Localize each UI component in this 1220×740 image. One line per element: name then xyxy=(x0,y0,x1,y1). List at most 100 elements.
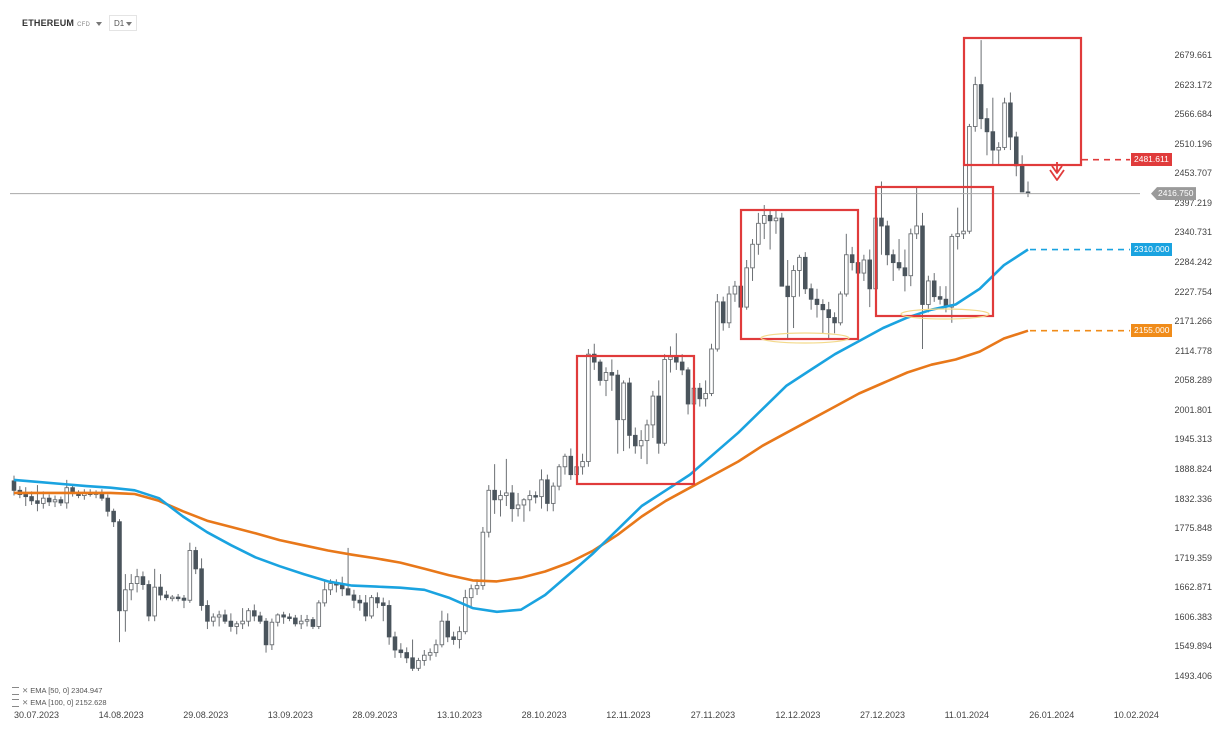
price-axis-label: 1606.383 xyxy=(1174,611,1212,622)
candle-bearish xyxy=(146,584,152,617)
candle-bearish xyxy=(398,649,404,654)
candle-bullish xyxy=(416,660,421,669)
candle-bullish xyxy=(797,256,802,271)
close-icon[interactable]: ✕ xyxy=(22,698,29,707)
price-axis-label: 1945.313 xyxy=(1174,434,1212,445)
candle-bearish xyxy=(679,361,685,371)
legend-ema100[interactable]: ✕ EMA [100, 0] 2152.628 xyxy=(12,698,107,708)
time-axis-label: 12.12.2023 xyxy=(775,710,821,720)
candle-bullish xyxy=(844,254,849,295)
arrow-down-icon xyxy=(1049,162,1065,181)
candle-bullish xyxy=(316,602,322,627)
price-axis-label: 2340.731 xyxy=(1174,227,1212,238)
settings-icon[interactable] xyxy=(12,699,19,708)
candle-bearish xyxy=(175,596,181,600)
candle-bullish xyxy=(773,217,779,222)
candle-bearish xyxy=(767,215,773,222)
candle-bullish xyxy=(527,495,533,501)
candle-bullish xyxy=(972,84,978,127)
candle-bearish xyxy=(58,499,64,504)
candle-bearish xyxy=(310,619,316,627)
candle-bullish xyxy=(134,576,140,584)
candle-bullish xyxy=(750,243,755,269)
candle-bullish xyxy=(709,348,714,394)
candle-bearish xyxy=(380,602,386,606)
price-axis-label: 2001.801 xyxy=(1174,404,1212,415)
candle-bearish xyxy=(597,361,603,381)
price-axis-label: 2623.172 xyxy=(1174,79,1212,90)
candle-bullish xyxy=(240,620,245,625)
candle-bearish xyxy=(609,372,615,376)
candle-bullish xyxy=(703,393,708,400)
candle-bullish xyxy=(580,461,585,468)
candle-bearish xyxy=(920,225,925,305)
candle-bullish xyxy=(586,353,591,462)
candle-bearish xyxy=(890,254,896,264)
candle-bearish xyxy=(257,615,263,622)
candle-bearish xyxy=(545,479,550,504)
candle-bearish xyxy=(697,387,703,400)
candle-bearish xyxy=(293,617,298,625)
candle-bullish xyxy=(556,466,562,487)
candle-bullish xyxy=(369,597,374,617)
candle-bullish xyxy=(761,215,767,224)
candle-bullish xyxy=(521,499,527,506)
candle-bearish xyxy=(779,217,785,287)
time-axis-label: 12.11.2023 xyxy=(606,710,651,720)
symbol-selector[interactable]: ETHEREUM CFD xyxy=(22,18,103,28)
candle-bullish xyxy=(550,485,556,504)
candle-bullish xyxy=(908,233,914,277)
candle-bearish xyxy=(568,455,574,476)
timeframe-dropdown[interactable]: D1 xyxy=(109,15,137,31)
candle-bullish xyxy=(744,267,749,308)
legend-ema50-label: EMA [50, 0] 2304.947 xyxy=(30,686,103,695)
candle-bullish xyxy=(996,146,1001,151)
candle-bearish xyxy=(896,262,902,269)
annotation-rectangle xyxy=(739,208,860,341)
candle-bullish xyxy=(650,395,656,426)
candle-bullish xyxy=(304,619,310,622)
price-axis-label: 1719.359 xyxy=(1174,552,1212,563)
candle-bullish xyxy=(539,479,544,498)
candle-bearish xyxy=(885,225,890,256)
candle-bearish xyxy=(879,217,884,227)
price-axis-label: 1888.824 xyxy=(1174,464,1212,474)
candle-bearish xyxy=(105,497,111,512)
candle-bearish xyxy=(252,610,257,617)
candle-bullish xyxy=(668,356,673,360)
settings-icon[interactable] xyxy=(12,687,19,696)
candle-bearish xyxy=(509,492,515,510)
support-ellipse xyxy=(760,332,850,344)
candle-bullish xyxy=(52,499,58,503)
time-axis-label: 28.10.2023 xyxy=(521,710,567,720)
candle-bullish xyxy=(128,583,134,591)
candle-bullish xyxy=(41,497,46,504)
time-axis-label: 11.01.2024 xyxy=(944,710,989,720)
price-axis-label: 2566.684 xyxy=(1174,109,1212,120)
time-axis-label: 26.01.2024 xyxy=(1029,710,1075,720)
price-tag-ema50: 2310.000 xyxy=(1131,243,1173,257)
time-axis-label: 28.09.2023 xyxy=(352,710,398,720)
close-icon[interactable]: ✕ xyxy=(22,686,29,695)
price-axis-label: 2679.661 xyxy=(1174,50,1212,60)
candle-bullish xyxy=(457,631,462,640)
candle-bearish xyxy=(345,588,351,596)
price-axis-label: 2453.707 xyxy=(1174,168,1212,179)
candle-bearish xyxy=(533,495,538,498)
price-axis-label: 2227.754 xyxy=(1174,286,1212,297)
candle-bullish xyxy=(621,382,626,421)
symbol-type: CFD xyxy=(77,22,91,28)
legend-ema50[interactable]: ✕ EMA [50, 0] 2304.947 xyxy=(12,686,103,696)
support-ellipse xyxy=(900,308,990,320)
price-axis-label: 2171.266 xyxy=(1174,316,1212,327)
candle-bullish xyxy=(756,222,761,245)
candle-bullish xyxy=(463,597,468,633)
candle-bullish xyxy=(480,531,486,587)
candle-bearish xyxy=(492,489,497,501)
candle-bullish xyxy=(216,614,222,618)
candle-bullish xyxy=(791,270,796,298)
price-axis-label: 2058.289 xyxy=(1174,375,1212,386)
candle-bullish xyxy=(298,620,304,625)
candle-bullish xyxy=(152,586,157,617)
